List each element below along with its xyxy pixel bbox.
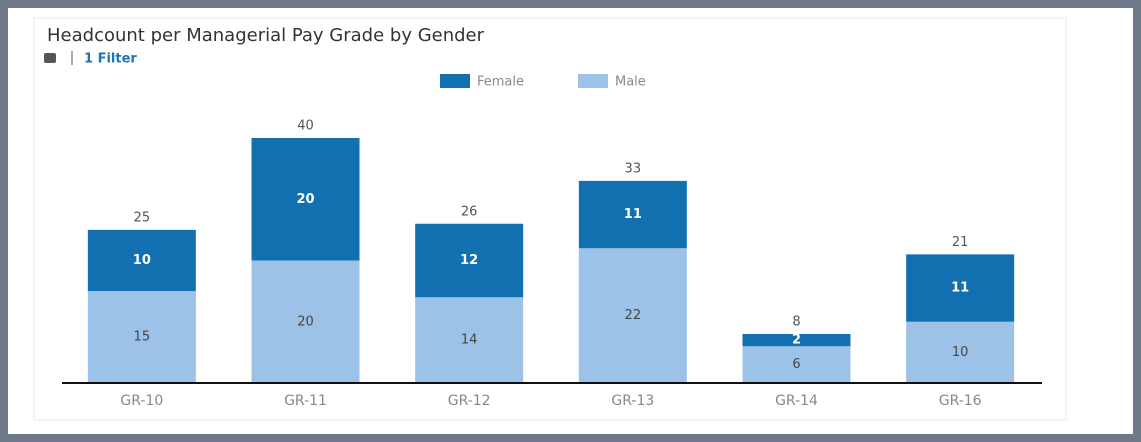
x-tick-label: GR-11	[284, 393, 327, 409]
legend-label: Male	[615, 75, 646, 90]
value-label: 15	[134, 330, 151, 345]
total-label: 25	[134, 210, 151, 225]
total-label: 21	[952, 235, 969, 250]
x-tick-label: GR-16	[939, 393, 982, 409]
value-label: 11	[624, 207, 642, 222]
value-label: 14	[461, 333, 478, 348]
card	[33, 17, 1067, 421]
chart-title: Headcount per Managerial Pay Grade by Ge…	[47, 25, 485, 46]
total-label: 33	[625, 161, 642, 176]
bar-segment	[251, 138, 360, 261]
bar-segment	[906, 321, 1015, 383]
value-label: 11	[951, 281, 969, 296]
legend-swatch	[440, 74, 470, 88]
bar-segment	[87, 229, 196, 292]
value-label: 20	[297, 314, 314, 329]
x-tick-label: GR-12	[448, 393, 491, 409]
bar-segment	[578, 248, 687, 383]
bar-segment	[742, 334, 851, 347]
value-label: 12	[460, 253, 478, 268]
bar-segment	[578, 180, 687, 249]
value-label: 2	[792, 333, 801, 348]
bar-segment	[415, 297, 524, 383]
total-label: 26	[461, 204, 478, 219]
bar-segment	[906, 254, 1015, 322]
value-label: 10	[952, 345, 969, 360]
x-tick-label: GR-10	[120, 393, 163, 409]
value-label: 10	[133, 253, 151, 268]
value-label: 20	[296, 192, 314, 207]
bar-segment	[251, 260, 360, 383]
x-tick-label: GR-13	[611, 393, 654, 409]
legend-label: Female	[477, 75, 524, 90]
bar-segment	[87, 291, 196, 383]
value-label: 22	[625, 308, 642, 323]
bar-segment	[415, 223, 524, 298]
filter-link[interactable]: 1 Filter	[84, 52, 137, 67]
bar-segment	[742, 346, 851, 383]
total-label: 8	[792, 315, 800, 330]
total-label: 40	[297, 119, 314, 134]
value-label: 6	[792, 357, 800, 372]
legend-swatch	[578, 74, 608, 88]
filter-icon	[44, 53, 56, 63]
x-tick-label: GR-14	[775, 393, 818, 409]
